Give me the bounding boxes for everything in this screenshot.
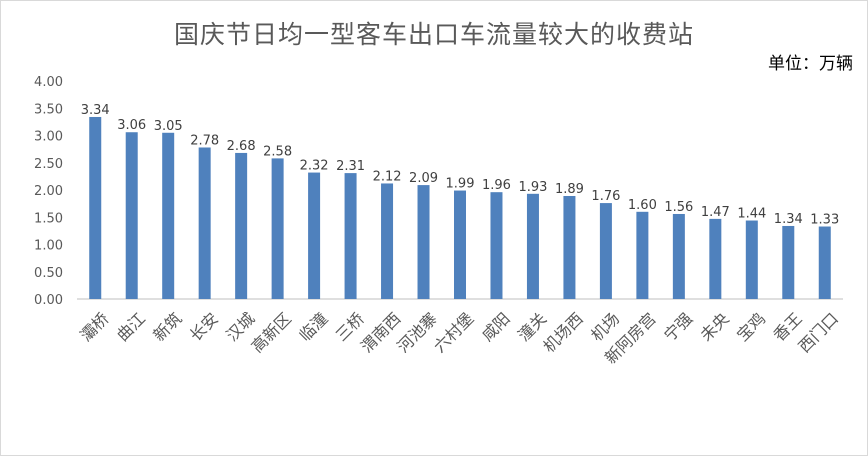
data-label: 2.32: [300, 159, 329, 174]
bar: [162, 132, 175, 299]
data-label: 2.09: [409, 171, 438, 186]
data-label: 3.06: [117, 118, 146, 133]
bar: [636, 211, 649, 299]
y-tick-label: 3.50: [34, 102, 63, 117]
bar: [454, 190, 466, 299]
y-tick-label: 2.00: [34, 184, 63, 199]
data-label: 1.99: [446, 177, 475, 192]
y-tick-label: 2.50: [34, 157, 63, 172]
data-label: 1.60: [628, 198, 657, 213]
bar: [563, 195, 576, 299]
category-label: 渭南西: [357, 309, 404, 356]
bar: [526, 193, 539, 299]
data-label: 1.34: [774, 212, 803, 227]
category-label: 高新区: [248, 309, 295, 356]
category-label: 西门口: [795, 309, 842, 356]
category-label: 宝鸡: [733, 309, 769, 345]
category-label: 机场西: [539, 309, 586, 356]
bar: [745, 220, 758, 299]
data-label: 1.44: [737, 207, 766, 222]
data-label: 1.47: [701, 205, 730, 220]
data-label: 2.58: [263, 144, 292, 159]
data-label: 2.31: [336, 159, 365, 174]
category-label: 新筑: [149, 309, 185, 345]
bar: [381, 183, 394, 299]
category-label: 长安: [186, 309, 222, 345]
bar: [599, 203, 612, 299]
bar: [271, 158, 284, 299]
data-label: 1.76: [591, 189, 620, 204]
data-label: 2.68: [227, 139, 256, 154]
bar: [198, 147, 211, 299]
data-label: 1.93: [518, 180, 547, 195]
chart-title: 国庆节日均一型客车出口车流量较大的收费站: [173, 20, 694, 49]
bar: [89, 116, 102, 299]
chart-unit-label: 单位：万辆: [768, 54, 853, 74]
bar: [490, 192, 503, 299]
bar: [344, 173, 357, 299]
y-tick-label: 1.00: [34, 239, 63, 254]
bar: [672, 213, 685, 299]
bar: [709, 218, 722, 299]
category-label: 六村堡: [430, 309, 477, 356]
data-label: 1.96: [482, 178, 511, 193]
y-tick-label: 3.00: [34, 130, 63, 145]
category-label: 灞桥: [76, 309, 112, 345]
y-tick-label: 0.00: [34, 293, 63, 308]
data-label: 1.33: [810, 213, 839, 228]
data-label: 1.56: [664, 200, 693, 215]
data-label: 3.05: [154, 119, 183, 134]
y-tick-label: 4.00: [34, 75, 63, 90]
bar: [782, 225, 795, 299]
category-label: 未央: [697, 309, 733, 345]
bar: [818, 226, 831, 299]
data-label: 2.12: [373, 169, 402, 184]
y-tick-label: 0.50: [34, 266, 63, 281]
data-label: 2.78: [190, 133, 219, 148]
bar: [417, 185, 430, 299]
category-label: 河池寨: [393, 309, 440, 356]
category-label: 临潼: [295, 309, 331, 345]
category-label: 宁强: [660, 309, 696, 345]
y-tick-label: 1.50: [34, 211, 63, 226]
bar: [308, 172, 321, 299]
category-label: 咸阳: [478, 309, 514, 345]
category-label: 曲江: [113, 309, 149, 345]
data-label: 1.89: [555, 182, 584, 197]
bar: [125, 132, 138, 299]
bar: [235, 152, 248, 299]
data-label: 3.34: [81, 103, 110, 118]
